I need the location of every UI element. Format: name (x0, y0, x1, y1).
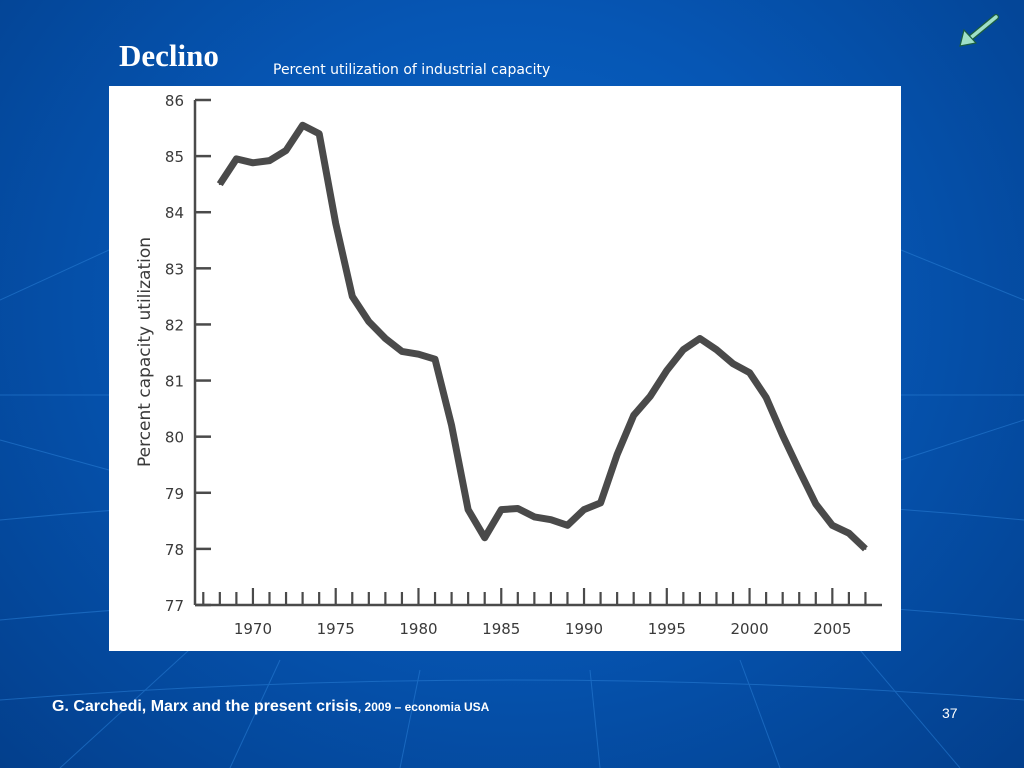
y-axis-title: Percent capacity utilization (135, 237, 155, 467)
x-tick-label: 1970 (234, 620, 272, 638)
data-point (285, 149, 288, 152)
data-point (665, 369, 668, 372)
chart-panel: Percent capacity utilization 77 78 79 80 81 8… (109, 86, 901, 651)
citation: G. Carchedi, Marx and the present crisis… (52, 698, 489, 716)
citation-detail: , 2009 – economia USA (357, 700, 490, 714)
data-point (765, 396, 768, 399)
series-line (216, 121, 868, 552)
data-point (351, 295, 354, 298)
data-point (251, 161, 254, 164)
y-tick-label: 83 (165, 260, 184, 278)
y-tick-label: 78 (165, 541, 184, 559)
data-point (566, 524, 569, 527)
y-tick-label: 85 (165, 148, 184, 166)
x-tick-label: 1985 (482, 620, 520, 638)
citation-main: G. Carchedi, Marx and the present crisis (52, 698, 358, 715)
data-point (682, 348, 685, 351)
data-point (400, 350, 403, 353)
x-tick-label: 2005 (813, 620, 851, 638)
data-point (781, 434, 784, 437)
data-point (500, 508, 503, 511)
data-point (649, 395, 652, 398)
slide-title: Declino (119, 38, 219, 73)
data-point (467, 508, 470, 511)
data-point (864, 547, 867, 550)
data-point (616, 453, 619, 456)
data-point (334, 222, 337, 225)
data-point (268, 159, 271, 162)
data-point (748, 371, 751, 374)
data-point (318, 132, 321, 135)
data-point (434, 358, 437, 361)
data-point (367, 320, 370, 323)
data-point (301, 124, 304, 127)
y-tick-label: 81 (165, 373, 184, 391)
data-point (831, 524, 834, 527)
data-point (814, 503, 817, 505)
x-tick-label: 2000 (730, 620, 768, 638)
x-tick-label: 1995 (648, 620, 686, 638)
x-tick-label: 1975 (317, 620, 355, 638)
data-point (732, 362, 735, 365)
data-point (632, 414, 635, 417)
data-point (483, 536, 486, 539)
page-number: 37 (942, 705, 958, 721)
data-point (698, 337, 701, 340)
y-tick-label: 86 (165, 92, 184, 110)
y-tick-label: 77 (165, 597, 184, 615)
y-tick-label: 84 (165, 204, 184, 222)
data-point (218, 183, 221, 186)
chart: Percent capacity utilization 77 78 79 80 81 8… (135, 92, 882, 638)
data-point (384, 337, 387, 340)
data-point (549, 518, 552, 521)
y-tick-label: 80 (165, 429, 184, 447)
back-arrow-icon[interactable] (956, 14, 1000, 50)
y-tick-label: 79 (165, 485, 184, 503)
data-point (599, 501, 602, 504)
data-point (450, 424, 453, 427)
x-tick-label: 1990 (565, 620, 603, 638)
data-point (235, 157, 238, 160)
data-point (847, 532, 850, 535)
data-point (798, 469, 801, 472)
data-point (583, 508, 586, 511)
x-tick-label: 1980 (399, 620, 437, 638)
y-tick-label: 82 (165, 316, 184, 334)
data-point (715, 348, 718, 351)
data-point (516, 507, 519, 510)
data-point (533, 515, 536, 518)
data-point (417, 353, 420, 356)
chart-subtitle: Percent utilization of industrial capaci… (273, 62, 551, 78)
